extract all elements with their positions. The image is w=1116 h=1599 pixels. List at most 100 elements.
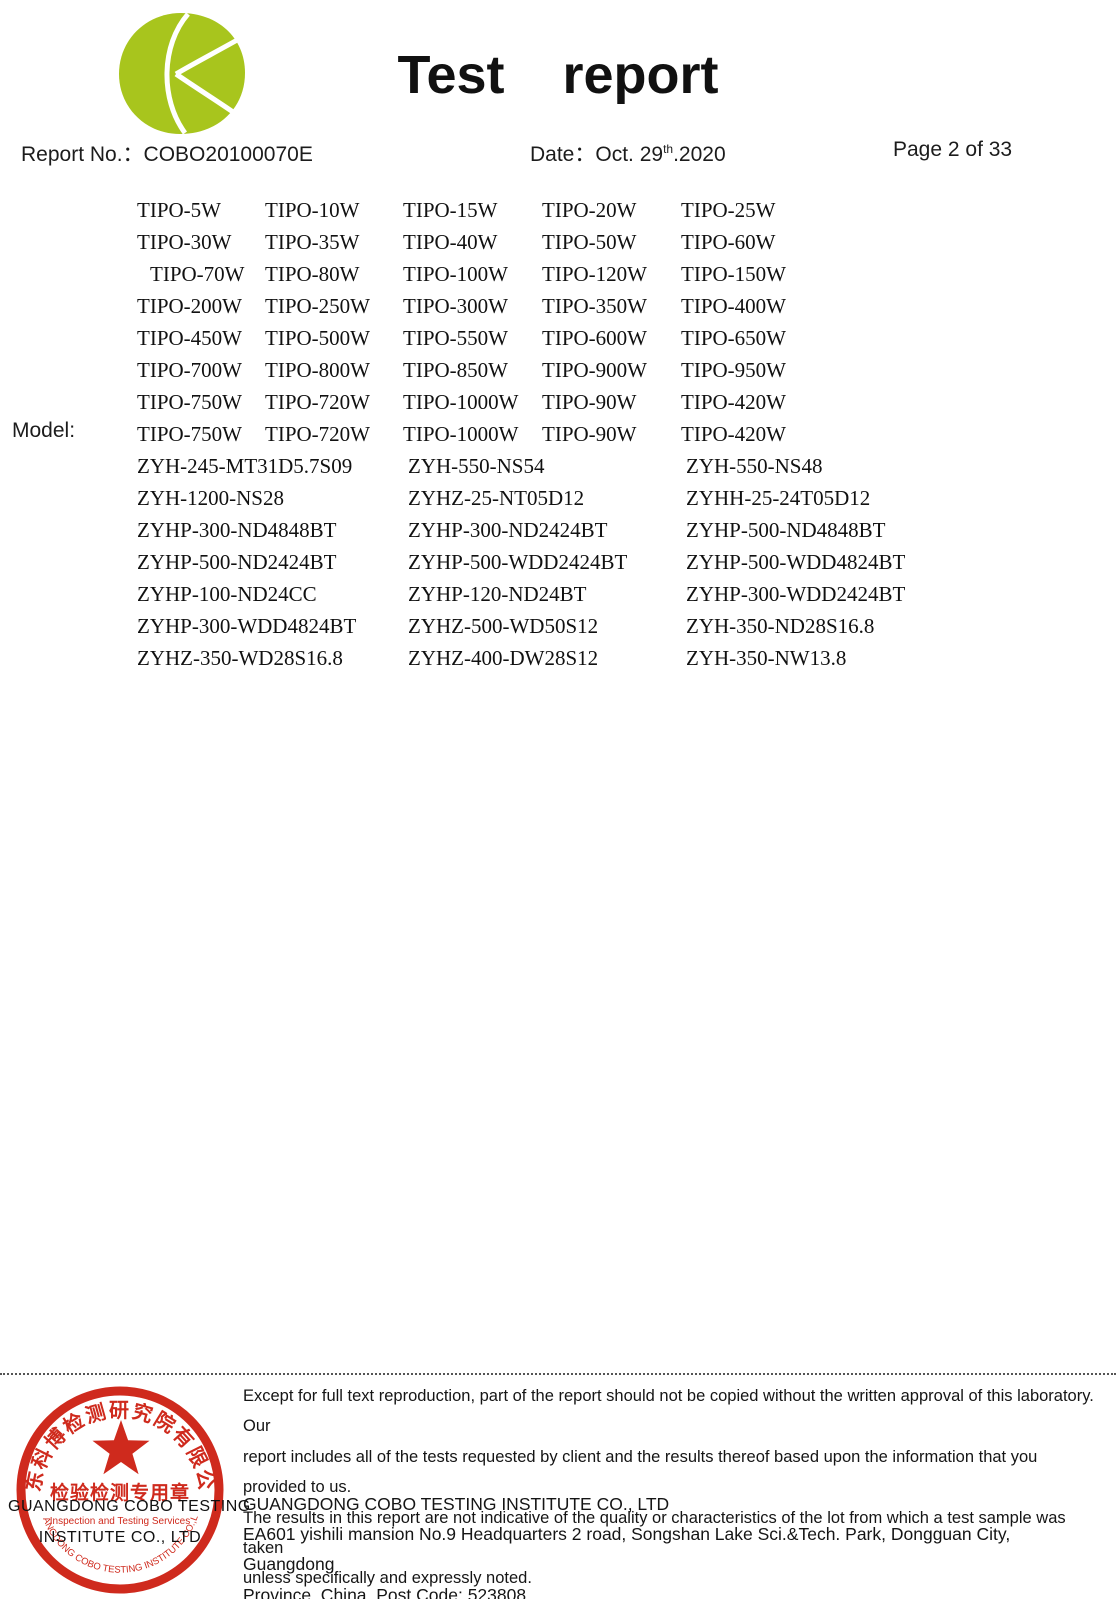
model-number: ZYH-1200-NS28 [137, 485, 284, 510]
model-number: TIPO-120W [542, 261, 647, 286]
cobo-logo-icon [119, 12, 245, 135]
model-number: TIPO-550W [403, 325, 508, 350]
report-meta-row: Report No.：COBO20100070E Date：Oct. 29th.… [0, 138, 1116, 168]
company-name: GUANGDONG COBO TESTING INSTITUTE CO., LT… [243, 1494, 670, 1514]
model-number: ZYH-550-NS54 [408, 453, 545, 478]
disclaimer-line: unless specifically and expressly noted. [243, 1569, 532, 1588]
model-number: TIPO-50W [542, 229, 637, 254]
date-year: .2020 [673, 143, 726, 166]
model-number: TIPO-90W [542, 421, 637, 446]
title-word-test: Test [397, 45, 505, 105]
company-info-block: GUANGDONG COBO TESTING INSTITUTE CO., LT… [243, 1489, 1103, 1599]
model-number: ZYH-350-ND28S16.8 [686, 613, 875, 638]
model-number: ZYHP-100-ND24CC [137, 581, 317, 606]
model-number: TIPO-420W [681, 421, 786, 446]
company-address-line1: EA601 yishili mansion No.9 Headquarters … [243, 1524, 1011, 1575]
model-number: TIPO-1000W [403, 389, 519, 414]
model-number: TIPO-30W [137, 229, 232, 254]
model-row: TIPO-750W TIPO-720W TIPO-1000W TIPO-90W … [137, 386, 997, 418]
model-row: TIPO-70W TIPO-80W TIPO-100W TIPO-120W TI… [137, 258, 997, 290]
model-number: TIPO-800W [265, 357, 370, 382]
model-number: ZYHZ-25-NT05D12 [408, 485, 585, 510]
model-number: TIPO-5W [137, 197, 221, 222]
model-number: TIPO-700W [137, 357, 242, 382]
report-number-value: COBO20100070E [143, 143, 313, 166]
report-date: Date：Oct. 29th.2020 [530, 138, 726, 168]
model-number: TIPO-80W [265, 261, 360, 286]
model-number: TIPO-100W [403, 261, 508, 286]
stamp-overlay-company-name: GUANGDONG COBO TESTING Inspection and Te… [8, 1497, 251, 1547]
company-address-line2: Province, China. Post Code: 523808 [243, 1584, 527, 1599]
model-number: ZYHH-25-24T05D12 [686, 485, 871, 510]
model-row: ZYH-245-MT31D5.7S09 ZYH-550-NS54 ZYH-550… [137, 450, 997, 482]
model-label: Model: [12, 419, 76, 442]
model-number: ZYH-550-NS48 [686, 453, 823, 478]
model-number: ZYHP-500-ND4848BT [686, 517, 886, 542]
model-number: ZYHP-300-ND4848BT [137, 517, 337, 542]
stamp-overlay-line2: INSTITUTE CO., LTD [38, 1529, 202, 1546]
model-number: TIPO-750W [137, 389, 242, 414]
model-number: TIPO-650W [681, 325, 786, 350]
model-number: TIPO-950W [681, 357, 786, 382]
model-number: TIPO-20W [542, 197, 637, 222]
model-row: TIPO-30W TIPO-35W TIPO-40W TIPO-50W TIPO… [137, 226, 997, 258]
model-number: ZYHP-500-ND2424BT [137, 549, 337, 574]
title-word-report: report [562, 45, 719, 105]
company-seal-stamp-icon: 广东科博检测研究院有限公司 检验检测专用章 GUANGDONG COBO TES… [8, 1380, 224, 1594]
model-row: ZYHP-300-ND4848BT ZYHP-300-ND2424BT ZYHP… [137, 514, 997, 546]
date-label: Date： [530, 143, 596, 166]
model-number: ZYHZ-400-DW28S12 [408, 645, 599, 670]
model-number: ZYHP-300-ND2424BT [408, 517, 608, 542]
model-row: TIPO-5W TIPO-10W TIPO-15W TIPO-20W TIPO-… [137, 194, 997, 226]
model-number: ZYHZ-500-WD50S12 [408, 613, 599, 638]
model-number: TIPO-40W [403, 229, 498, 254]
model-number: ZYHP-500-WDD4824BT [686, 549, 906, 574]
model-number: TIPO-150W [681, 261, 786, 286]
disclaimer-line: The results in this report are not indic… [243, 1508, 1066, 1558]
model-number: TIPO-35W [265, 229, 360, 254]
model-row: ZYHP-500-ND2424BT ZYHP-500-WDD2424BT ZYH… [137, 546, 997, 578]
page-title: Test report [0, 44, 1116, 106]
model-row: TIPO-450W TIPO-500W TIPO-550W TIPO-600W … [137, 322, 997, 354]
model-number: ZYH-350-NW13.8 [686, 645, 847, 670]
model-row: TIPO-200W TIPO-250W TIPO-300W TIPO-350W … [137, 290, 997, 322]
model-number: TIPO-25W [681, 197, 776, 222]
model-number: TIPO-850W [403, 357, 508, 382]
model-number: TIPO-420W [681, 389, 786, 414]
model-row: TIPO-750W TIPO-720W TIPO-1000W TIPO-90W … [137, 418, 997, 450]
model-number: TIPO-500W [265, 325, 370, 350]
model-list: TIPO-5W TIPO-10W TIPO-15W TIPO-20W TIPO-… [137, 194, 997, 674]
stamp-star-icon [92, 1420, 150, 1475]
model-number: TIPO-60W [681, 229, 776, 254]
model-row: TIPO-700W TIPO-800W TIPO-850W TIPO-900W … [137, 354, 997, 386]
model-row: ZYHP-300-WDD4824BT ZYHZ-500-WD50S12 ZYH-… [137, 610, 997, 642]
report-number-label: Report No.： [21, 143, 144, 166]
report-number: Report No.：COBO20100070E [21, 138, 313, 168]
model-number: TIPO-350W [542, 293, 647, 318]
model-number: TIPO-250W [265, 293, 370, 318]
model-number: TIPO-600W [542, 325, 647, 350]
model-number: TIPO-750W [137, 421, 242, 446]
model-number: ZYHP-120-ND24BT [408, 581, 587, 606]
model-number: TIPO-15W [403, 197, 498, 222]
model-number: TIPO-200W [137, 293, 242, 318]
model-number: TIPO-70W [150, 261, 245, 286]
model-number: TIPO-300W [403, 293, 508, 318]
disclaimer-line: report includes all of the tests request… [243, 1447, 1038, 1497]
model-number: TIPO-720W [265, 421, 370, 446]
stamp-subtitle: Inspection and Testing Services [49, 1516, 191, 1527]
stamp-overlay-line1: GUANGDONG COBO TESTING [8, 1498, 251, 1515]
disclaimer-line: Except for full text reproduction, part … [243, 1387, 1094, 1436]
disclaimer-text: Except for full text reproduction, part … [243, 1381, 1103, 1594]
model-number: TIPO-400W [681, 293, 786, 318]
model-row: ZYHP-100-ND24CC ZYHP-120-ND24BT ZYHP-300… [137, 578, 997, 610]
model-number: ZYHP-300-WDD2424BT [686, 581, 906, 606]
model-number: TIPO-1000W [403, 421, 519, 446]
model-number: TIPO-900W [542, 357, 647, 382]
model-number: TIPO-450W [137, 325, 242, 350]
model-number: TIPO-90W [542, 389, 637, 414]
model-row: ZYH-1200-NS28 ZYHZ-25-NT05D12 ZYHH-25-24… [137, 482, 997, 514]
model-number: ZYHP-300-WDD4824BT [137, 613, 357, 638]
page-indicator: Page 2 of 33 [893, 138, 1013, 161]
